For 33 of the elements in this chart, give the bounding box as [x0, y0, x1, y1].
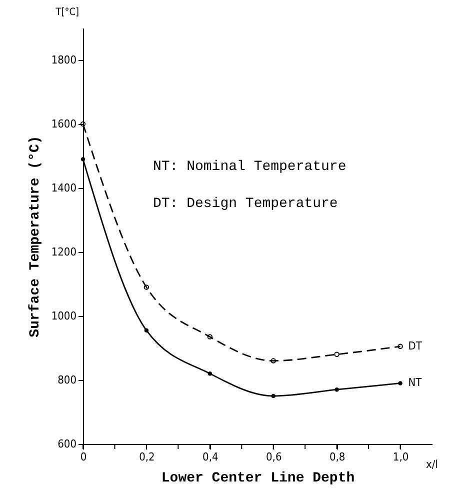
- y-axis-title: Surface Temperature (°C): [27, 136, 44, 338]
- x-tick-label: 0,6: [266, 450, 282, 464]
- point: [270, 358, 276, 364]
- text: x/l: [426, 458, 438, 471]
- y-tick-label: 1600: [51, 118, 76, 130]
- series-label: NT: [408, 376, 423, 390]
- x-tick-label: 0,4: [202, 450, 218, 464]
- point: [144, 328, 149, 333]
- x-tick-label: 0,2: [139, 450, 155, 464]
- point: [398, 344, 403, 350]
- x-tick-label: 0: [80, 450, 87, 464]
- series-label: DT: [408, 339, 423, 352]
- point: [208, 371, 212, 376]
- y-tick-label: 600: [58, 438, 76, 450]
- text: T[°C]: [54, 7, 79, 18]
- point: [398, 381, 402, 386]
- y-tick-label: 800: [58, 374, 76, 386]
- y-tick-label: 1200: [51, 246, 76, 258]
- point: [207, 334, 213, 340]
- x-tick-label: 1,0: [392, 450, 409, 464]
- annotation: NT: Nominal Temperature: [153, 159, 346, 175]
- point: [334, 352, 340, 358]
- x-tick-label: 0,8: [329, 450, 346, 464]
- point: [334, 387, 339, 392]
- x-axis-title: Lower Center Line Depth: [161, 470, 355, 486]
- y-tick-label: 1000: [51, 310, 76, 322]
- point: [144, 284, 150, 290]
- point: [271, 394, 276, 398]
- point: [80, 121, 86, 127]
- y-tick-label: 1400: [51, 182, 76, 194]
- y-tick-label: 1800: [51, 54, 76, 66]
- annotation: DT: Design Temperature: [153, 196, 338, 212]
- point: [80, 157, 86, 162]
